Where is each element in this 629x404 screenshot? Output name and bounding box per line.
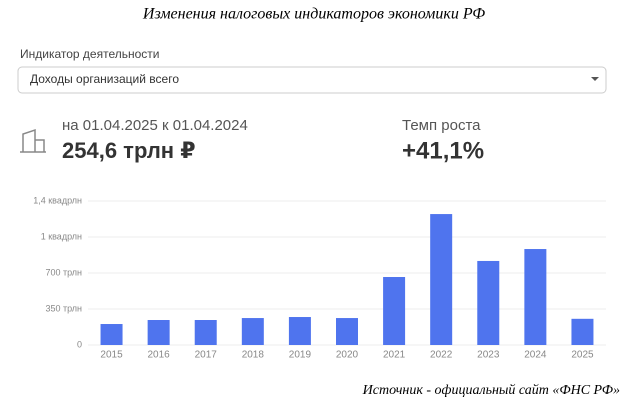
y-tick-label: 1,4 квадрлн [33,195,82,205]
bar [147,320,170,345]
source-note: Источник - официальный сайт «ФНС РФ» [362,383,620,398]
x-tick-label: 2017 [195,350,218,361]
x-tick-label: 2025 [571,350,594,361]
building-icon [20,128,46,153]
x-tick-label: 2021 [383,350,406,361]
x-tick-label: 2016 [148,350,171,361]
page-title: Изменения налоговых индикаторов экономик… [142,6,485,23]
dropdown-box[interactable] [17,66,607,94]
y-tick-label: 350 трлн [45,303,82,313]
bar [336,318,358,345]
x-tick-label: 2018 [242,350,265,361]
bar [194,320,217,345]
y-tick-label: 700 трлн [45,267,82,277]
y-tick-label: 1 квадрлн [41,231,82,241]
bar [571,318,594,345]
y-tick-label: 0 [77,339,82,349]
bar [241,318,264,345]
bar [477,260,500,345]
bar [288,317,311,345]
growth-value: +41,1% [402,137,484,164]
dropdown[interactable]: Доходы организаций всего [17,66,607,94]
summary-value: 254,6 трлн ₽ [62,138,196,163]
dropdown-value[interactable]: Доходы организаций всего [30,72,179,86]
filter-label: Индикатор деятельности [20,47,160,61]
x-tick-label: 2019 [289,350,312,361]
bar [524,249,547,345]
x-tick-label: 2020 [336,350,359,361]
bar [100,324,123,345]
x-tick-label: 2015 [100,350,123,361]
bar [383,277,406,345]
bar [430,214,453,345]
x-tick-label: 2023 [477,350,500,361]
growth-label: Темп роста [402,117,481,134]
period-text: на 01.04.2025 к 01.04.2024 [62,117,248,134]
x-tick-label: 2024 [524,350,547,361]
dropdown-arrow[interactable] [591,77,599,81]
x-tick-label: 2022 [430,350,453,361]
